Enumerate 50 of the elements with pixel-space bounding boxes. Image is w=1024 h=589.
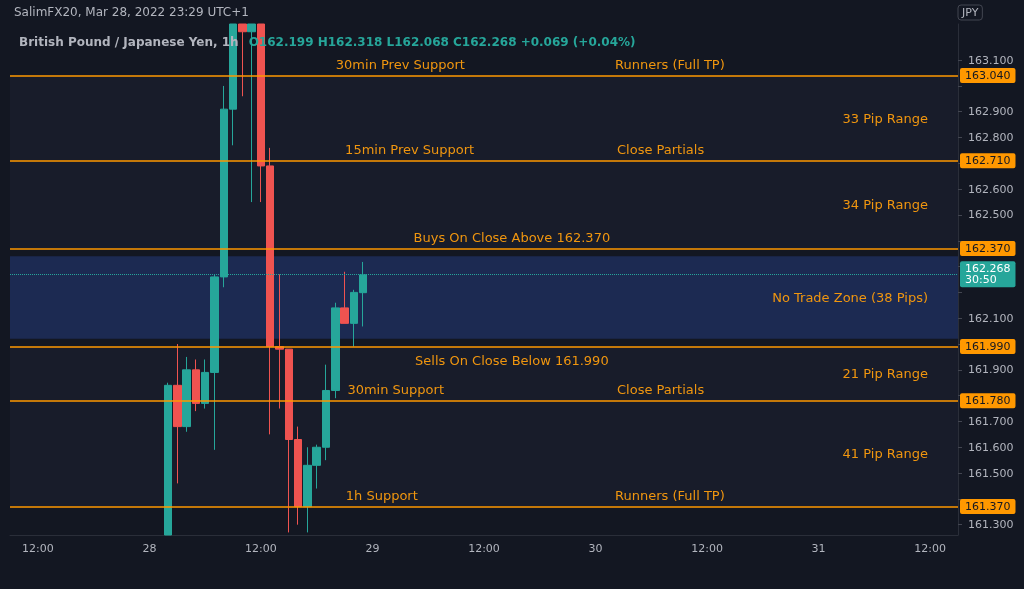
band-label: No Trade Zone (38 Pips): [772, 290, 928, 306]
annotation: Close Partials: [616, 382, 705, 398]
annotation: 1h Support: [345, 488, 418, 504]
ref-line-label: 161.990: [965, 340, 1011, 354]
ref-line-label: 161.370: [965, 500, 1011, 514]
annotation: Buys On Close Above 162.370: [413, 230, 611, 246]
candlestick: [340, 271, 349, 324]
text: SalimFX20, Mar 28, 2022 23:29 UTC+1: [14, 5, 249, 19]
annotation: Runners (Full TP): [615, 57, 725, 73]
x-tick-label: 30: [588, 542, 603, 555]
y-tick-label: 161.300: [968, 518, 1014, 532]
candlestick: [182, 356, 191, 433]
band-label: 33 Pip Range: [842, 110, 928, 126]
annotation: Close Partials: [616, 142, 705, 158]
x-tick-label: 12:00: [468, 542, 500, 555]
x-tick-label: 29: [365, 542, 380, 555]
y-tick-label: 161.600: [968, 440, 1014, 454]
candlestick: [192, 359, 200, 412]
y-tick-label: 162.800: [968, 131, 1014, 145]
y-tick-label: 161.500: [968, 466, 1014, 480]
candlestick: [164, 382, 172, 536]
x-tick-label: 28: [142, 542, 157, 555]
annotation: Sells On Close Below 161.990: [415, 353, 609, 369]
ref-line-label: 161.780: [965, 394, 1011, 408]
candlestick: [238, 23, 247, 97]
x-tick-label: 12:00: [691, 542, 723, 555]
y-tick-label: 162.100: [968, 311, 1014, 325]
ref-line-label: 162.370: [965, 242, 1011, 256]
ref-line-label: 162.710: [965, 154, 1011, 168]
annotation: Runners (Full TP): [615, 488, 725, 504]
candlestick: [173, 343, 182, 484]
x-tick-label: 12:00: [914, 542, 946, 555]
x-tick-label: 12:00: [22, 542, 54, 555]
y-tick-label: 161.700: [968, 414, 1014, 428]
y-tick-label: 162.900: [968, 105, 1014, 119]
x-tick-label: 12:00: [245, 542, 277, 555]
ref-line-label: 163.040: [965, 69, 1011, 83]
band-label: 34 Pip Range: [842, 197, 928, 213]
y-tick-label: 163.100: [968, 53, 1014, 67]
y-tick-label: 162.600: [968, 182, 1014, 196]
x-tick-label: 31: [811, 542, 826, 555]
y-axis-title: JPY: [961, 6, 979, 19]
band-label: 41 Pip Range: [842, 446, 928, 462]
y-tick-label: 161.900: [968, 363, 1014, 377]
band-label: 21 Pip Range: [842, 366, 928, 382]
y-tick-label: 162.500: [968, 208, 1014, 222]
annotation: 30min Prev Support: [335, 57, 465, 73]
annotation: 30min Support: [347, 382, 444, 398]
annotation: 15min Prev Support: [345, 142, 475, 158]
ref-line-label: 162.268 30:50: [965, 262, 1011, 287]
